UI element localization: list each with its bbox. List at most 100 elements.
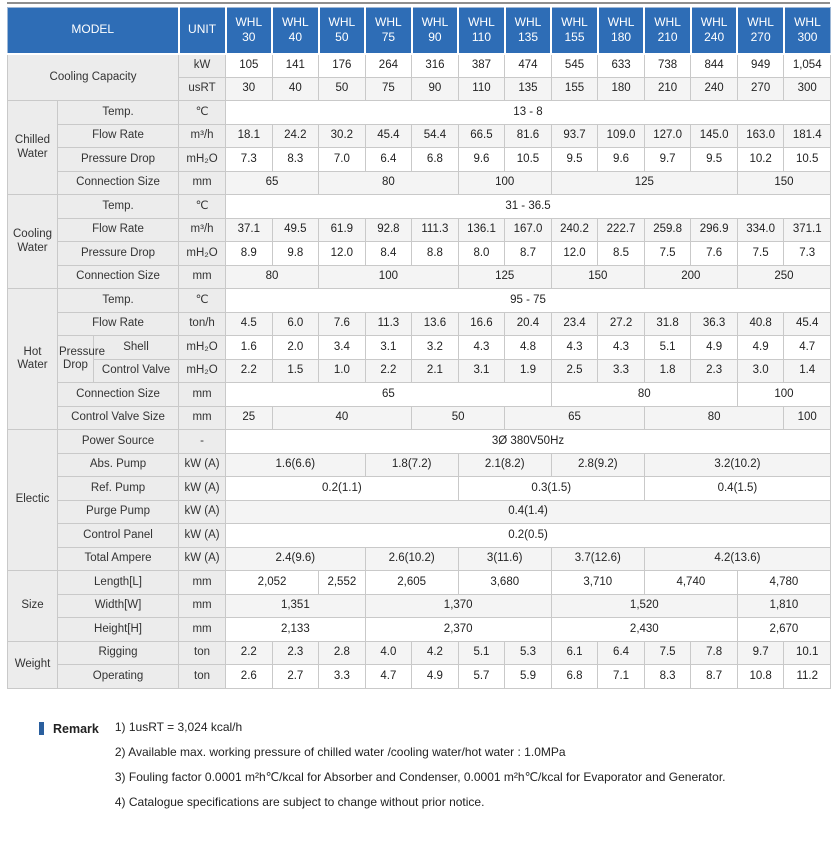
row-sublabel: Pressure Drop [57,335,105,383]
value-cell: 2.8 [318,640,366,665]
value-cell: 4.2 [411,640,459,665]
section-label: Cooling Water [7,194,58,289]
value-cell: 66.5 [457,123,506,148]
value-cell: 11.2 [783,664,831,689]
value-cell: 1.6(6.6) [225,452,366,477]
value-cell: 270 [736,76,785,101]
value-cell: 4.0 [364,640,413,665]
value-cell: 109.0 [597,123,645,148]
value-cell: 240.2 [550,217,599,242]
value-cell: 3.1 [364,335,413,360]
section-label: Hot Water [7,288,58,430]
remark-header: Remark [39,722,115,736]
unit-cell: mH₂O [178,241,227,266]
value-cell: 200 [643,264,738,289]
section-label: Electic [7,429,58,571]
spec-table: MODEL UNIT WHL 30 WHL 40 WHL 50 WHL 75 WHL 90 W… [6,7,832,689]
unit-cell: ton [178,664,227,689]
remarks-section: Remark 1) 1usRT = 3,024 kcal/h 2) Availab… [39,720,831,820]
column-header: WHL 90 [410,7,460,55]
value-cell: 93.7 [550,123,599,148]
value-cell: 4.3 [597,335,645,360]
value-cell: 259.8 [643,217,692,242]
value-cell: 1.5 [271,358,320,383]
value-cell: 65 [504,405,645,430]
value-cell: 163.0 [736,123,785,148]
value-cell: 45.4 [364,123,413,148]
value-cell: 1,054 [783,53,831,78]
value-cell: 8.3 [643,664,692,689]
value-cell: 127.0 [643,123,692,148]
value-cell: 6.4 [597,640,645,665]
value-cell: 3,680 [457,570,552,595]
value-cell: 2,370 [364,617,552,642]
value-cell: 16.6 [457,311,506,336]
value-cell: 3.2 [411,335,459,360]
unit-cell: mm [178,405,227,430]
unit-cell: mm [178,570,227,595]
value-cell: 3(11.6) [457,546,552,571]
value-cell: 81.6 [504,123,552,148]
value-cell: 7.3 [783,241,831,266]
row-label: Connection Size [56,382,180,407]
value-cell: 11.3 [364,311,413,336]
top-rule [7,2,830,4]
value-cell: 18.1 [225,123,273,148]
remark-item: 1) 1usRT = 3,024 kcal/h [114,719,243,734]
column-header: WHL 300 [782,7,831,55]
value-cell: 4.2(13.6) [643,546,832,571]
value-cell: 7.1 [597,664,645,689]
row-label: Flow Rate [56,311,180,336]
column-header: WHL 155 [550,7,599,55]
row-label: Connection Size [56,264,180,289]
value-cell: 80 [643,405,785,430]
unit-cell: mm [178,264,227,289]
value-cell: 111.3 [411,217,459,242]
value-cell: 6.0 [271,311,320,336]
value-cell: 2.2 [364,358,413,383]
value-cell: 13.6 [411,311,459,336]
unit-cell: mH₂O [178,335,227,360]
value-cell: 474 [504,53,552,78]
value-cell: 37.1 [225,217,273,242]
value-cell: 9.5 [690,147,738,172]
remark-item: 4) Catalogue specifications are subject … [114,794,485,809]
value-cell: 10.5 [504,147,552,172]
remark-title: Remark [53,721,99,736]
value-cell: 334.0 [736,217,785,242]
value-cell: 80 [550,382,738,407]
value-cell: 40 [271,405,413,430]
value-cell: 2.1(8.2) [457,452,552,477]
value-cell: 10.8 [736,664,785,689]
row-label: Temp. [56,288,180,313]
value-cell: 92.8 [364,217,413,242]
row-label: Control Valve [92,358,180,383]
value-cell: 4.8 [504,335,552,360]
value-cell: 45.4 [783,311,831,336]
value-cell: 27.2 [597,311,645,336]
unit-cell: kW (A) [178,476,227,501]
value-cell: 949 [736,53,785,78]
column-header: WHL 240 [689,7,739,55]
value-cell: 5.1 [457,640,506,665]
value-cell: 3.7(12.6) [550,546,645,571]
value-cell: 2.6 [225,664,273,689]
value-cell: 4.5 [225,311,273,336]
row-label: Total Ampere [56,546,180,571]
value-cell: 8.5 [597,241,645,266]
value-cell: 9.8 [271,241,320,266]
row-label: Pressure Drop [56,147,180,172]
value-cell: 5.9 [504,664,552,689]
value-cell: 180 [597,76,645,101]
row-label: Width[W] [56,593,180,618]
value-cell: 1,370 [364,593,552,618]
value-cell: 40 [271,76,320,101]
remark-item: 2) Available max. working pressure of ch… [114,744,566,759]
value-cell: 1.6 [225,335,273,360]
row-label: Control Panel [56,523,180,548]
value-cell: 10.1 [783,640,831,665]
value-cell: 105 [225,53,273,78]
value-cell: 65 [225,170,320,195]
value-cell: 135 [504,76,552,101]
value-cell: 3Ø 380V50Hz [225,429,831,454]
